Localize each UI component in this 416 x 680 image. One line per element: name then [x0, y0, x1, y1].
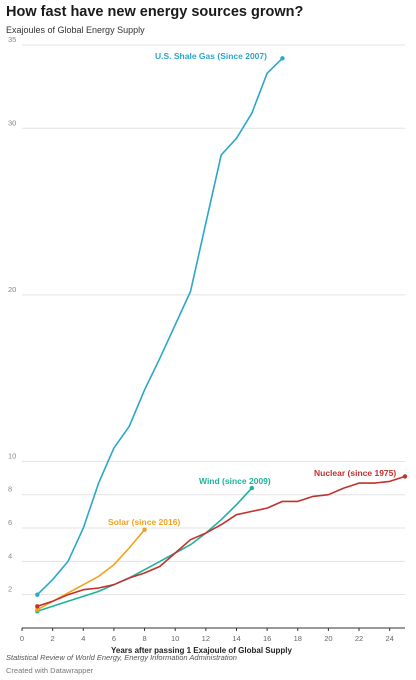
x-tick-label: 14 — [232, 634, 240, 643]
chart-subtitle: Exajoules of Global Energy Supply — [6, 25, 145, 35]
series-label: Solar (since 2016) — [108, 517, 180, 527]
x-tick-label: 2 — [51, 634, 55, 643]
series-start-point — [35, 592, 40, 597]
series-end-point — [280, 56, 285, 61]
y-tick-label: 4 — [8, 551, 12, 560]
x-tick-label: 10 — [171, 634, 179, 643]
y-tick-label: 35 — [8, 35, 16, 44]
y-tick-label: 30 — [8, 118, 16, 127]
x-axis-title: Years after passing 1 Exajoule of Global… — [111, 646, 292, 655]
y-tick-label: 2 — [8, 585, 12, 594]
series-line — [36, 475, 406, 608]
x-tick-label: 8 — [142, 634, 146, 643]
x-tick-label: 16 — [263, 634, 271, 643]
x-tick-label: 12 — [202, 634, 210, 643]
y-tick-label: 20 — [8, 285, 16, 294]
credit-note: Created with Datawrapper — [6, 666, 94, 675]
series-end-point — [402, 474, 408, 479]
series-end-point — [249, 485, 254, 491]
source-note: Statistical Review of World Energy, Ener… — [6, 653, 237, 662]
y-tick-label: 10 — [8, 451, 16, 460]
x-tick-label: 22 — [355, 634, 363, 643]
series-line — [36, 487, 253, 613]
series-line — [36, 57, 284, 596]
series-start-point — [35, 607, 40, 612]
series-label: Nuclear (since 1975) — [314, 468, 396, 478]
chart-title: How fast have new energy sources grown? — [6, 4, 304, 20]
series-line — [36, 528, 146, 611]
series-label: Wind (since 2009) — [199, 476, 271, 486]
x-tick-label: 20 — [324, 634, 332, 643]
x-tick-label: 6 — [112, 634, 116, 643]
series-label: U.S. Shale Gas (Since 2007) — [155, 51, 267, 61]
x-tick-label: 24 — [386, 634, 394, 643]
series-end-point — [142, 527, 147, 532]
y-tick-label: 6 — [8, 518, 12, 527]
x-tick-label: 4 — [81, 634, 85, 643]
x-tick-label: 18 — [294, 634, 302, 643]
y-tick-label: 8 — [8, 485, 12, 494]
series-start-point — [35, 604, 40, 609]
x-tick-label: 0 — [20, 634, 24, 643]
